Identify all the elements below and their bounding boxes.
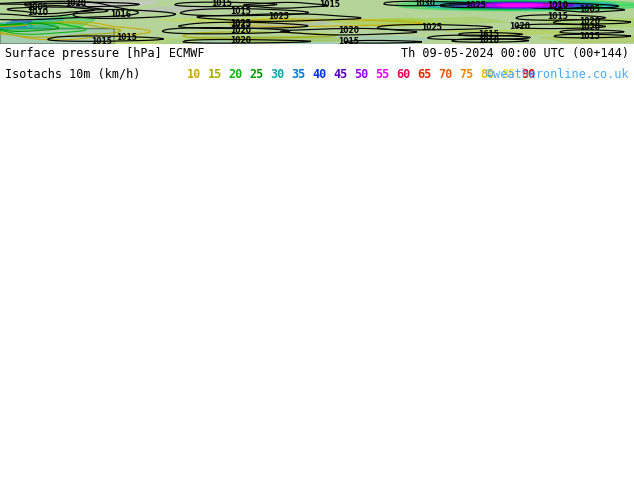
Polygon shape	[190, 36, 349, 42]
Polygon shape	[158, 18, 317, 24]
Polygon shape	[449, 2, 591, 8]
Text: 1025: 1025	[269, 12, 289, 21]
Text: 1015: 1015	[231, 7, 251, 16]
Text: 1020: 1020	[338, 26, 359, 35]
Text: 1015: 1015	[212, 0, 232, 8]
Polygon shape	[0, 19, 63, 28]
Polygon shape	[158, 36, 431, 44]
Text: 45: 45	[333, 68, 347, 80]
Text: 1020: 1020	[230, 26, 252, 35]
FancyBboxPatch shape	[0, 28, 114, 44]
Text: 1010: 1010	[477, 36, 499, 45]
Text: 1015: 1015	[117, 33, 137, 42]
Text: 15: 15	[208, 68, 222, 80]
Polygon shape	[0, 21, 32, 27]
Polygon shape	[317, 19, 444, 26]
Text: 1020: 1020	[579, 18, 600, 26]
Text: 1005: 1005	[579, 5, 600, 14]
Text: 1020: 1020	[579, 23, 600, 32]
Text: 75: 75	[459, 68, 473, 80]
Polygon shape	[139, 6, 216, 12]
Text: 40: 40	[313, 68, 327, 80]
Text: 50: 50	[354, 68, 368, 80]
Text: Th 09-05-2024 00:00 UTC (00+144): Th 09-05-2024 00:00 UTC (00+144)	[401, 48, 629, 60]
Polygon shape	[396, 0, 634, 11]
Text: 1025: 1025	[231, 20, 251, 29]
Text: 1010: 1010	[27, 8, 49, 17]
Text: 1016: 1016	[110, 10, 131, 19]
Text: 1005: 1005	[28, 3, 48, 12]
Text: 25: 25	[250, 68, 264, 80]
Polygon shape	[467, 3, 573, 8]
Text: 1015: 1015	[579, 31, 600, 41]
Text: 1030: 1030	[414, 0, 436, 8]
Text: 65: 65	[417, 68, 431, 80]
Text: 60: 60	[396, 68, 410, 80]
Text: 1015: 1015	[339, 37, 359, 46]
Polygon shape	[498, 4, 542, 6]
Text: 1020: 1020	[230, 36, 252, 45]
Polygon shape	[484, 4, 555, 7]
Text: 85: 85	[501, 68, 515, 80]
Text: 1025: 1025	[421, 23, 441, 32]
Text: 70: 70	[438, 68, 452, 80]
Text: 1015: 1015	[548, 12, 568, 21]
Text: 1025: 1025	[231, 19, 251, 28]
Polygon shape	[63, 1, 158, 8]
Text: 35: 35	[292, 68, 306, 80]
Text: 10: 10	[187, 68, 201, 80]
Text: 80: 80	[480, 68, 494, 80]
Text: 1015: 1015	[91, 37, 112, 46]
Text: 55: 55	[375, 68, 389, 80]
Text: 30: 30	[271, 68, 285, 80]
Text: ©weatheronline.co.uk: ©weatheronline.co.uk	[486, 68, 629, 80]
Text: 1020: 1020	[65, 0, 87, 8]
Polygon shape	[539, 19, 634, 27]
Text: 1020: 1020	[509, 22, 531, 31]
Text: Isotachs 10m (km/h): Isotachs 10m (km/h)	[5, 68, 141, 80]
Text: 1015: 1015	[320, 0, 340, 9]
Text: Surface pressure [hPa] ECMWF: Surface pressure [hPa] ECMWF	[5, 48, 205, 60]
Polygon shape	[0, 15, 95, 31]
Polygon shape	[228, 21, 330, 27]
Polygon shape	[95, 39, 203, 44]
Text: 90: 90	[522, 68, 536, 80]
Polygon shape	[444, 30, 571, 35]
Text: 1025: 1025	[465, 1, 486, 10]
Text: 20: 20	[229, 68, 243, 80]
Polygon shape	[539, 36, 634, 43]
Polygon shape	[422, 1, 618, 10]
Text: 1615: 1615	[478, 30, 498, 39]
Text: 1010: 1010	[547, 1, 569, 10]
Polygon shape	[380, 18, 507, 24]
